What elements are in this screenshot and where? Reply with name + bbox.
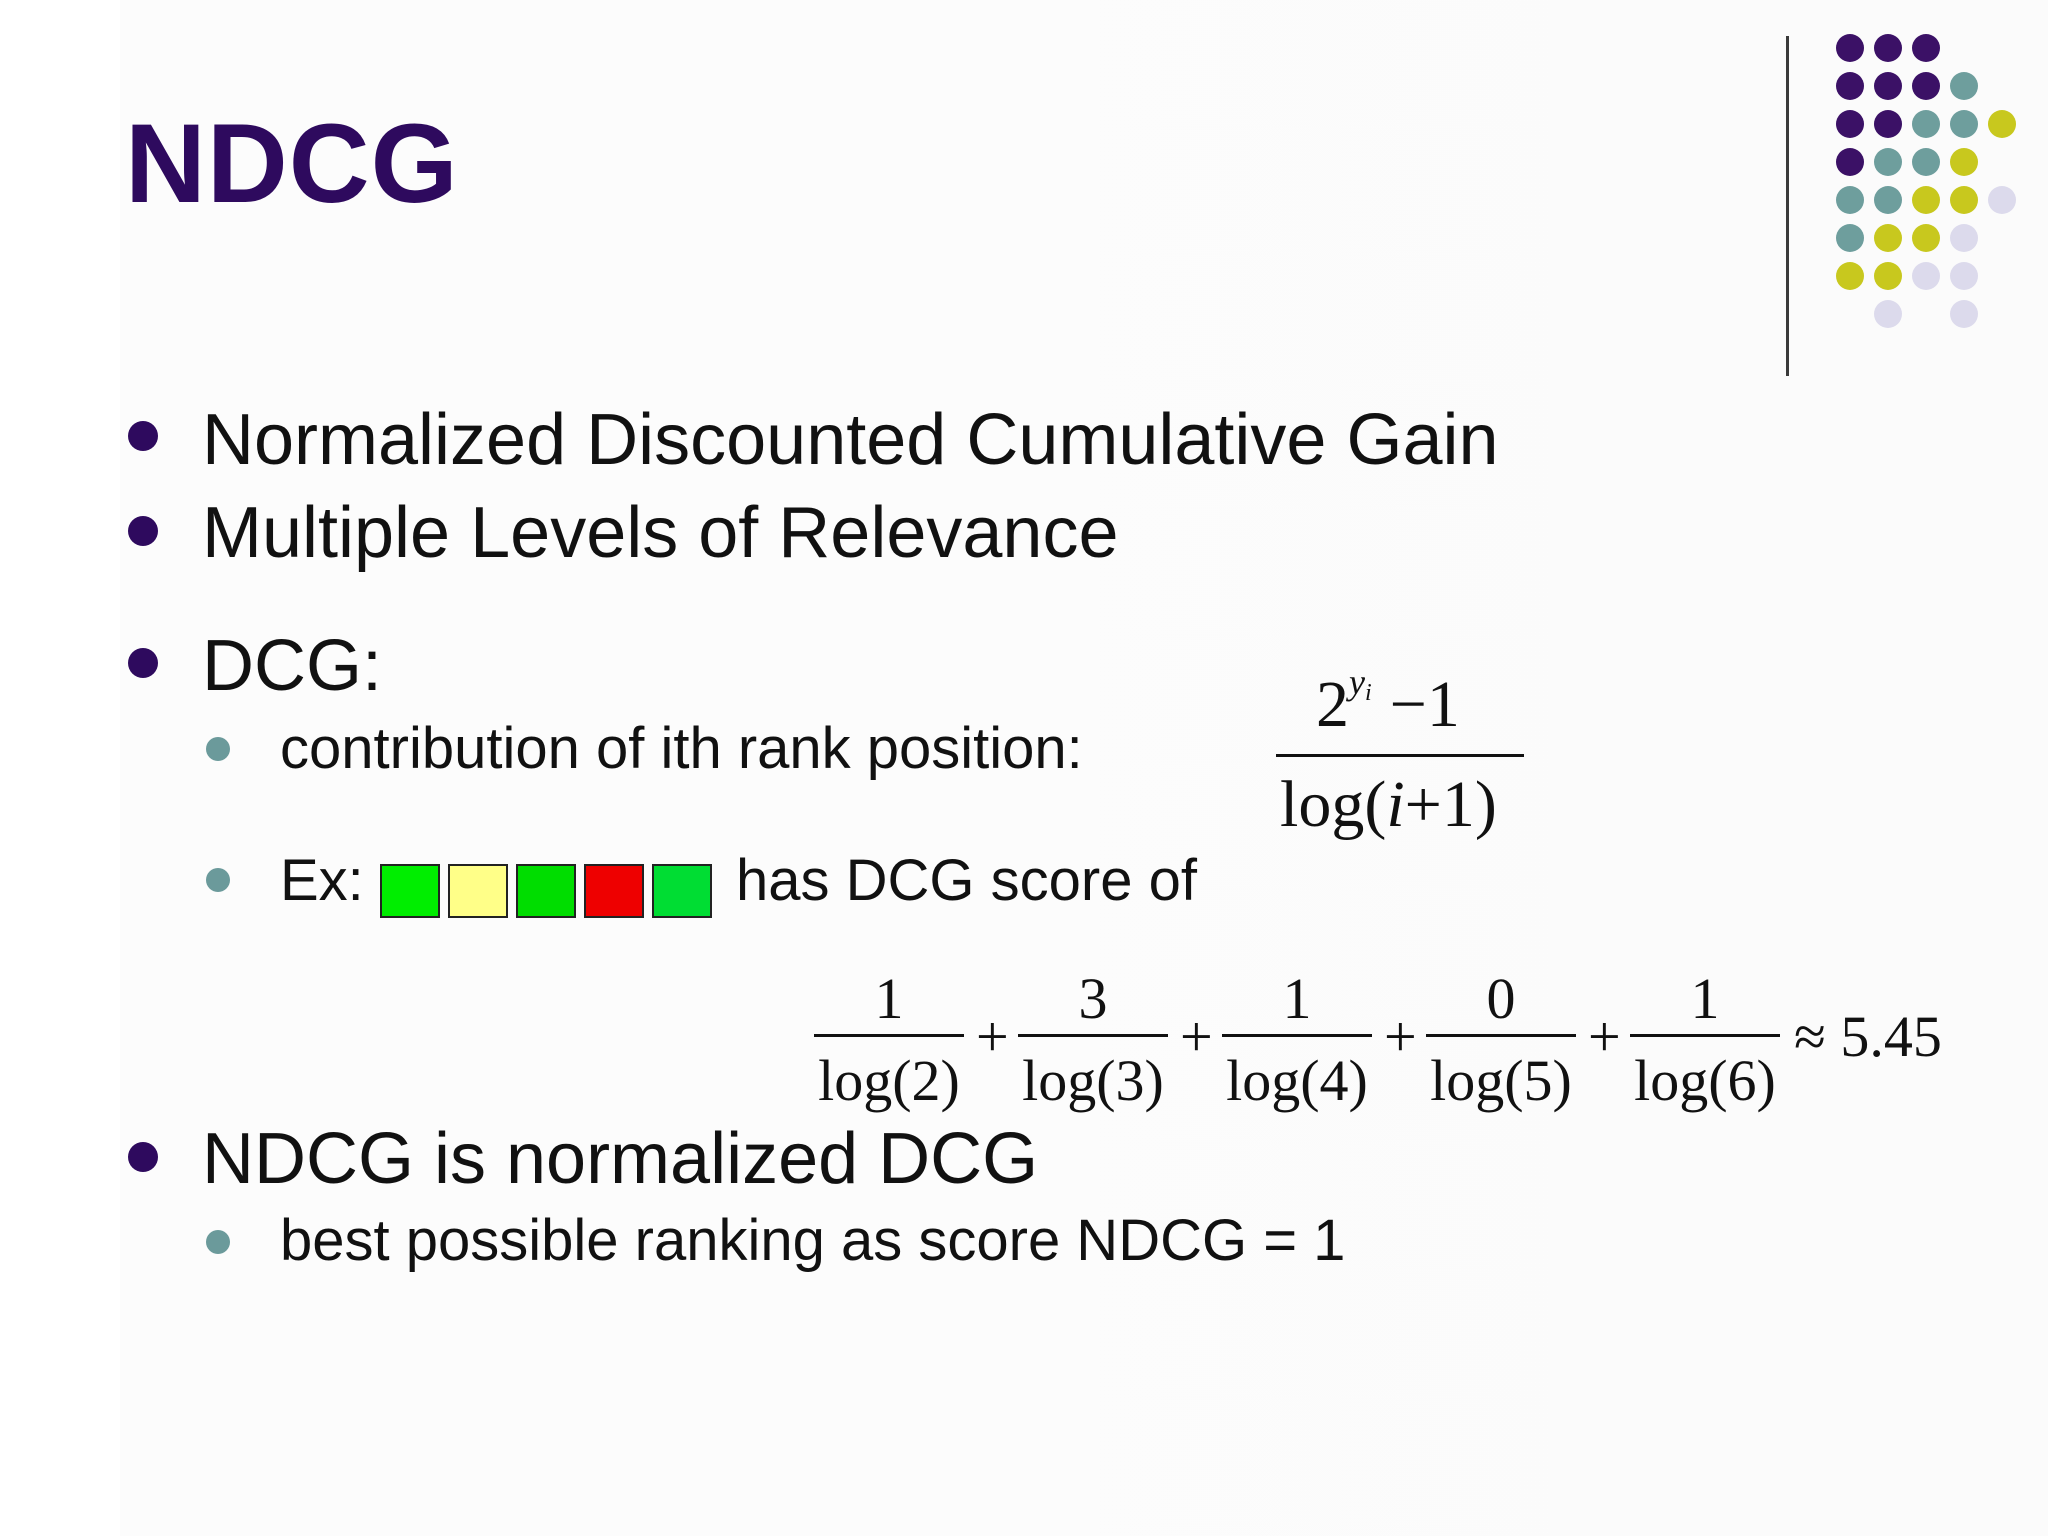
decor-dot: [1988, 110, 2016, 138]
sum-term-denominator: log(5): [1430, 1048, 1572, 1113]
relevance-box-green: [516, 864, 576, 918]
formula-exponent-subscript: i: [1364, 680, 1372, 706]
bullet-marker: [128, 1142, 158, 1172]
sum-term-denominator: log(3): [1022, 1048, 1164, 1113]
sum-term-denominator: log(2): [818, 1048, 960, 1113]
decor-dot: [1950, 72, 1978, 100]
decor-dot: [1950, 110, 1978, 138]
decor-dot: [1874, 148, 1902, 176]
decor-dot: [1836, 186, 1864, 214]
sum-approx-result: ≈ 5.45: [1794, 1004, 1942, 1069]
sum-term-numerator: 1: [1282, 966, 1312, 1031]
decor-dot: [1874, 34, 1902, 62]
sum-term-denominator: log(6): [1634, 1048, 1776, 1113]
sum-term-fraction-bar: [1630, 1034, 1780, 1037]
decor-dot: [1874, 300, 1902, 328]
sum-term-fraction-bar: [814, 1034, 964, 1037]
decor-dot: [1950, 300, 1978, 328]
sub-bullet-marker: [206, 1230, 230, 1254]
decor-dot: [1912, 262, 1940, 290]
bullet-multiple-levels: Multiple Levels of Relevance: [202, 493, 1119, 573]
sub-bullet-marker: [206, 868, 230, 892]
sub-bullet-contribution: contribution of ith rank position:: [280, 716, 1083, 781]
decor-dot: [1950, 262, 1978, 290]
bullet-marker: [128, 648, 158, 678]
decor-dot: [1874, 262, 1902, 290]
decor-dot: [1988, 186, 2016, 214]
bullet-marker: [128, 421, 158, 451]
decor-dot: [1950, 186, 1978, 214]
decor-dot: [1874, 186, 1902, 214]
slide-title: NDCG: [125, 101, 459, 226]
title-divider-line: [1786, 36, 1789, 376]
decor-dot: [1836, 148, 1864, 176]
formula-numerator: 2yi −1: [1316, 662, 1460, 741]
decor-dot: [1912, 186, 1940, 214]
sum-term-fraction-bar: [1222, 1034, 1372, 1037]
sum-term-denominator: log(4): [1226, 1048, 1368, 1113]
decor-dot: [1950, 224, 1978, 252]
bullet-dcg: DCG:: [202, 626, 382, 706]
sum-term-numerator: 1: [1690, 966, 1720, 1031]
sum-term-numerator: 1: [874, 966, 904, 1031]
decor-dot: [1912, 72, 1940, 100]
formula-exponent: y: [1349, 662, 1365, 702]
sum-plus-operator: +: [1180, 1004, 1213, 1069]
sum-plus-operator: +: [976, 1004, 1009, 1069]
example-suffix-text: has DCG score of: [736, 848, 1197, 913]
sum-plus-operator: +: [1588, 1004, 1621, 1069]
decor-dot: [1912, 34, 1940, 62]
sub-bullet-best-ranking: best possible ranking as score NDCG = 1: [280, 1208, 1346, 1273]
decor-dot: [1836, 34, 1864, 62]
bullet-ndcg-definition: Normalized Discounted Cumulative Gain: [202, 400, 1499, 480]
decor-dot: [1912, 110, 1940, 138]
decor-dot: [1912, 224, 1940, 252]
decor-dot: [1874, 224, 1902, 252]
decor-dot: [1836, 262, 1864, 290]
decor-dot: [1836, 72, 1864, 100]
decor-dot: [1836, 224, 1864, 252]
formula-denominator: log(i+1): [1280, 768, 1497, 841]
sum-term-numerator: 0: [1486, 966, 1516, 1031]
sum-term-fraction-bar: [1018, 1034, 1168, 1037]
decor-dot: [1836, 110, 1864, 138]
relevance-box-green: [380, 864, 440, 918]
bullet-marker: [128, 516, 158, 546]
relevance-box-yellow: [448, 864, 508, 918]
sum-plus-operator: +: [1384, 1004, 1417, 1069]
sub-bullet-marker: [206, 737, 230, 761]
bullet-ndcg-normalized: NDCG is normalized DCG: [202, 1119, 1039, 1199]
decor-dot: [1912, 148, 1940, 176]
sum-term-numerator: 3: [1078, 966, 1108, 1031]
relevance-box-red: [584, 864, 644, 918]
sum-term-fraction-bar: [1426, 1034, 1576, 1037]
decor-dot: [1874, 72, 1902, 100]
relevance-box-green: [652, 864, 712, 918]
decor-dot: [1950, 148, 1978, 176]
example-label: Ex:: [280, 848, 364, 913]
formula-fraction-bar: [1276, 754, 1524, 757]
decor-dot: [1874, 110, 1902, 138]
